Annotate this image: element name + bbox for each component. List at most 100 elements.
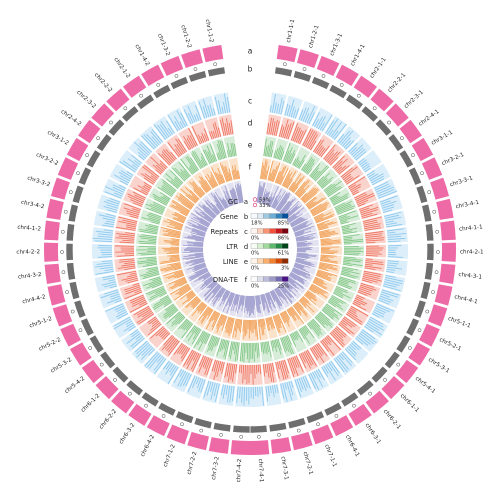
gc-track [68,281,81,300]
chromosome-band [128,403,152,426]
legend-row: Gene b18% 85% [220,213,289,227]
gene-bars [94,260,114,275]
ltr-bars [166,311,186,327]
gc-tick [61,270,66,275]
ltr-bars [289,330,304,347]
legend-scale-swatch [257,243,264,249]
repeats-track [266,114,282,137]
gene-bars [141,128,163,150]
ltr-bars [139,224,159,235]
gc-track [405,317,420,337]
chromosome-label: chr2-2-2 [93,72,113,94]
chromosome-label: chr7-1-2 [163,444,177,468]
gc-tick [383,378,387,382]
chromosome-label: chr3-2-2 [35,152,59,167]
gc-tick [302,67,307,71]
chromosome-band [436,198,454,220]
ltr-track [223,136,237,158]
legend-row: Repeats c0% 86% [211,228,290,242]
gene-bars [113,316,136,332]
gene-bars [265,384,279,402]
chromosome-segment [91,103,217,220]
chromosome-label: chr4-2-2 [16,249,40,255]
chromosome-label: chr1-4-1 [350,43,367,67]
gc-track [419,281,432,300]
dnate-bars [286,207,305,224]
dnate-bars [296,252,317,259]
chromosome-label: chr2-4-2 [59,109,82,128]
repeats-bars [224,362,238,383]
gc-tick [239,434,244,439]
repeats-bars [115,232,136,244]
chromosome-band [166,424,190,445]
repeats-bars [332,155,350,175]
legend-max-label: 61% [278,251,290,257]
chromosome-segment [181,49,239,205]
ltr-bars [163,303,179,319]
repeats-bars [117,258,136,271]
legend-letter: c [244,228,248,236]
chromosome-segment [249,295,270,455]
gc-track [111,365,130,384]
repeats-bars [362,216,382,231]
repeats-bars [133,305,155,325]
line-bars [274,165,289,185]
line-bars [162,246,180,255]
dnate-bars [292,220,313,233]
ltr-track [143,198,166,216]
dnate-bars [204,283,222,302]
repeats-track [286,355,306,378]
chromosome-label: chr6-3-2 [118,422,136,445]
chromosome-segment [275,75,377,213]
line-bars [318,262,338,272]
legend-max-label: 86% [278,236,290,242]
repeats-bars [361,270,382,284]
track-letters: ab c d e f [248,47,253,172]
chromosome-band [276,45,298,63]
chromosome-label: chr2-2-1 [387,72,407,94]
chromosome-label: chr3-4-1 [455,200,480,211]
chromosome-band [399,119,422,144]
repeats-track [290,121,310,145]
gene-track [269,92,287,115]
gc-tick [161,414,166,418]
ltr-bars [340,266,360,279]
legend-scale-swatch [263,213,270,219]
ltr-track [200,142,218,165]
ltr-bars [334,200,356,215]
gc-track [77,166,92,186]
chromosome-segment [187,293,241,451]
chromosome-label: chr4-1-1 [459,225,484,233]
gc-track [99,350,117,370]
chromosome-band [441,242,456,262]
chromosome-segment [123,75,225,213]
chromosome-label: chr4-4-2 [22,294,46,305]
gc-tick [316,422,320,427]
repeats-bars [309,342,328,364]
gene-track [283,95,303,119]
track-letter: a [248,47,253,56]
ltr-bars [143,276,163,289]
gc-track [207,66,226,78]
chromosome-band [434,284,453,306]
chromosome-label: chr7-2-2 [187,451,199,475]
repeats-bars [211,359,225,380]
line-bars [300,187,319,204]
track-letter: c [248,97,252,106]
dnate-bars [184,234,205,242]
chromosome-segment [44,252,204,284]
gene-track [382,274,406,293]
chromosome-label: chr1-2-2 [179,25,192,49]
repeats-track [115,215,138,232]
gc-track [65,223,76,242]
dnate-bars [288,271,307,285]
ltr-bars [314,311,333,329]
dnate-bars [275,192,291,213]
gene-bars [373,181,397,199]
repeats-bars [191,126,210,145]
dnate-bars [182,252,204,260]
legend-min-label: 0% [251,284,259,290]
ltr-bars [338,210,359,225]
gene-bars [312,112,333,132]
gc-tick [387,120,391,125]
